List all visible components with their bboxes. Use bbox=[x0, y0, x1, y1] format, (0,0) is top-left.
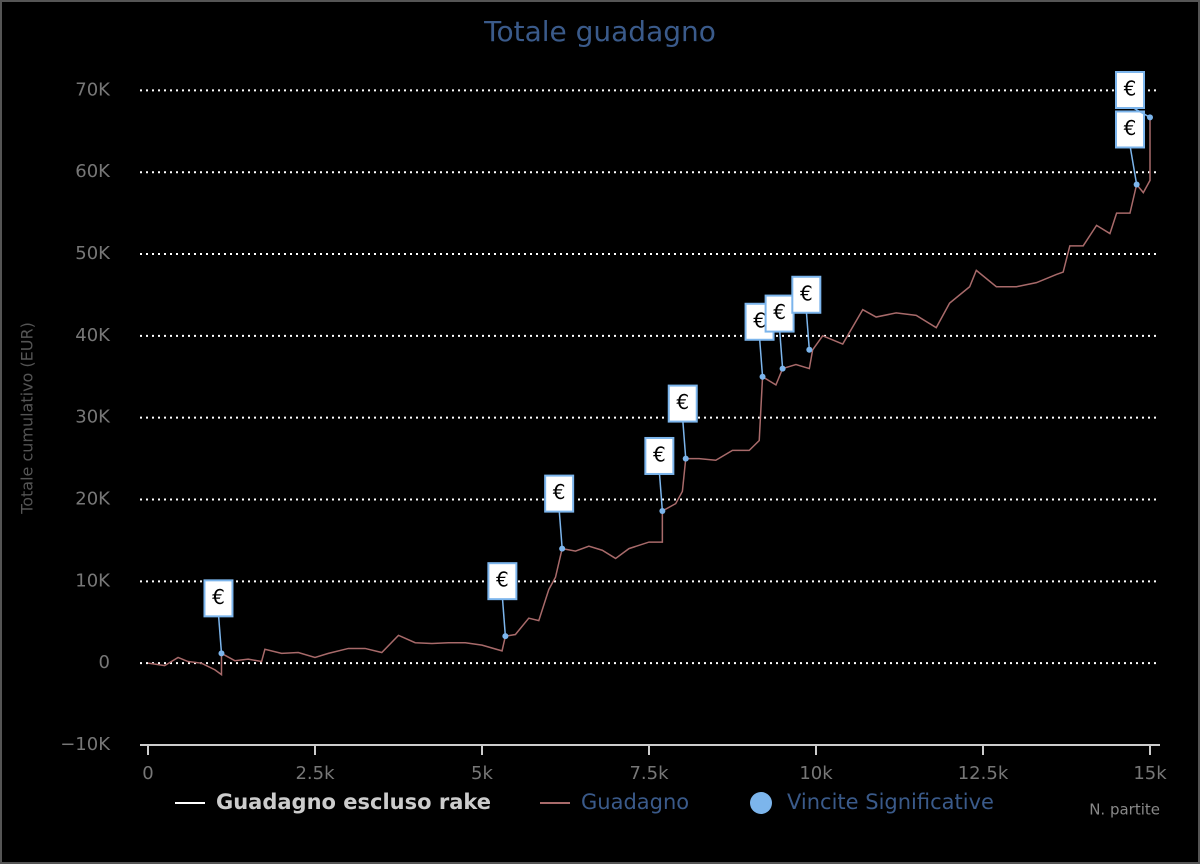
y-tick-label: 30K bbox=[75, 407, 111, 428]
x-tick-label: 10k bbox=[799, 763, 833, 784]
y-tick-label: 40K bbox=[75, 325, 111, 346]
legend-swatch bbox=[750, 792, 772, 814]
flag-label: € bbox=[653, 442, 666, 466]
flag-connector bbox=[558, 509, 563, 549]
flag-connector bbox=[805, 310, 811, 350]
flag-box bbox=[667, 384, 698, 423]
x-tick-label: 0 bbox=[142, 763, 153, 784]
x-tick-label: 2.5k bbox=[295, 763, 335, 784]
marker-point bbox=[218, 650, 225, 657]
flag-box bbox=[644, 436, 675, 475]
flag-connector bbox=[217, 614, 223, 654]
y-tick-label: −10K bbox=[60, 734, 111, 755]
flag-label: € bbox=[496, 568, 509, 592]
marker-point bbox=[759, 373, 766, 380]
marker-point bbox=[659, 507, 666, 514]
flag-box bbox=[764, 294, 795, 333]
marker-point bbox=[1147, 114, 1153, 121]
flag-box bbox=[544, 474, 575, 513]
y-tick-label: 20K bbox=[75, 489, 111, 510]
legend-label[interactable]: Vincite Significative bbox=[787, 790, 994, 814]
y-tick-label: 50K bbox=[75, 243, 111, 264]
y-axis-title: Totale cumulativo (EUR) bbox=[18, 322, 37, 515]
legend-label[interactable]: Guadagno escluso rake bbox=[216, 790, 491, 814]
flag-connector bbox=[501, 597, 507, 637]
flag-box bbox=[203, 579, 234, 618]
x-tick-label: 12.5k bbox=[958, 763, 1009, 784]
marker-point bbox=[502, 633, 509, 640]
flag-connector bbox=[758, 337, 764, 377]
marker-point bbox=[806, 346, 813, 353]
flag-label: € bbox=[553, 480, 566, 504]
y-tick-label: 60K bbox=[75, 161, 111, 182]
flag-label: € bbox=[676, 390, 689, 414]
marker-point bbox=[682, 455, 689, 462]
y-tick-label: 70K bbox=[75, 79, 111, 100]
flag-label: € bbox=[1124, 77, 1137, 101]
marker-point bbox=[779, 365, 786, 372]
x-tick-label: 15k bbox=[1133, 763, 1167, 784]
series-line bbox=[147, 117, 1151, 677]
y-tick-label: 0 bbox=[99, 652, 110, 673]
y-tick-label: 10K bbox=[75, 570, 111, 591]
x-tick-label: 7.5k bbox=[629, 763, 669, 784]
flag-connector bbox=[1129, 145, 1138, 185]
flag-label: € bbox=[1124, 116, 1137, 140]
flag-label: € bbox=[773, 300, 786, 324]
flag-box bbox=[791, 275, 822, 314]
x-tick-label: 5k bbox=[471, 763, 493, 784]
marker-point bbox=[1133, 181, 1140, 188]
x-axis-title: N. partite bbox=[1089, 801, 1160, 819]
flag-connector bbox=[658, 471, 664, 512]
flag-box bbox=[487, 562, 518, 601]
chart-title: Totale guadagno bbox=[483, 15, 716, 48]
marker-point bbox=[559, 545, 566, 552]
flag-connector bbox=[778, 329, 784, 369]
flag-label: € bbox=[753, 308, 766, 332]
flag-label: € bbox=[212, 585, 225, 609]
flag-connector bbox=[681, 419, 687, 459]
flag-box bbox=[1115, 110, 1145, 149]
flag-box bbox=[1115, 71, 1145, 109]
legend-label[interactable]: Guadagno bbox=[581, 790, 689, 814]
flag-label: € bbox=[800, 281, 813, 305]
